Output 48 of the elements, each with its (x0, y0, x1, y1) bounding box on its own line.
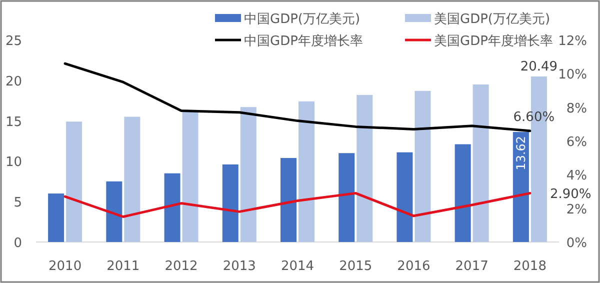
bar (66, 122, 82, 242)
data-label: 20.49 (520, 59, 558, 74)
bar (106, 181, 122, 242)
data-label: 2.90% (550, 187, 592, 202)
bar (472, 84, 489, 242)
x-tick-label: 2016 (397, 259, 430, 274)
legend-label: 美国GDP年度增长率 (434, 33, 553, 49)
legend-label: 中国GDP年度增长率 (244, 33, 363, 49)
bar (512, 132, 529, 242)
data-label: 13.62 (514, 136, 528, 170)
data-label: 6.60% (513, 110, 555, 125)
bar (164, 173, 180, 242)
y2-tick-label: 4% (566, 168, 587, 184)
line-series (64, 192, 532, 218)
bar (280, 158, 296, 242)
bar (182, 110, 198, 242)
y-tick-label: 5 (14, 196, 22, 211)
y-tick-label: 25 (5, 34, 22, 49)
y2-tick-label: 2% (566, 202, 587, 218)
bar (396, 152, 413, 242)
x-tick-label: 2018 (513, 259, 546, 274)
bar (298, 101, 314, 242)
x-tick-label: 2012 (164, 259, 198, 274)
x-tick-label: 2011 (106, 259, 140, 274)
y2-tick-label: 8% (566, 101, 587, 116)
bar (240, 107, 256, 242)
bar (414, 90, 431, 242)
bar (454, 144, 471, 242)
y-tick-label: 10 (5, 155, 22, 170)
y2-tick-label: 0% (566, 236, 587, 251)
y2-tick-label: 12% (558, 34, 587, 49)
bar (338, 153, 355, 242)
x-tick-label: 2013 (222, 259, 256, 274)
y-tick-label: 0 (14, 236, 22, 251)
y-tick-label: 20 (5, 74, 22, 90)
bar (356, 94, 373, 242)
bar (48, 194, 64, 242)
y2-tick-label: 6% (566, 135, 587, 150)
y-tick-label: 15 (5, 114, 22, 130)
x-tick-label: 2014 (280, 259, 314, 274)
bar (222, 164, 238, 242)
legend-label: 中国GDP(万亿美元) (244, 11, 360, 27)
x-tick-label: 2015 (339, 259, 372, 274)
legend-label: 美国GDP(万亿美元) (434, 11, 550, 27)
bar (124, 116, 140, 242)
x-tick-label: 2017 (455, 259, 488, 274)
x-tick-label: 2010 (48, 259, 82, 274)
y2-tick-label: 10% (558, 68, 587, 83)
